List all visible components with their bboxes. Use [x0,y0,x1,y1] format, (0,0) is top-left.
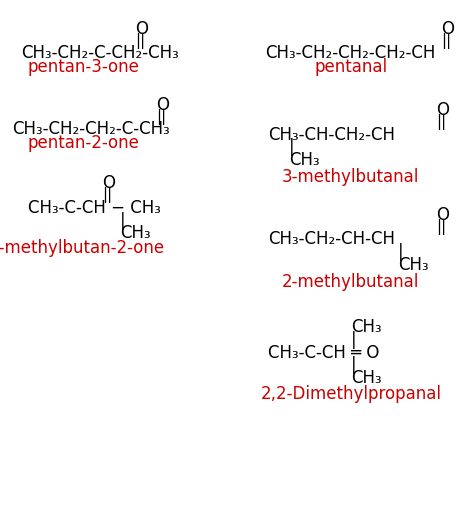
Text: pentan-3-one: pentan-3-one [27,58,139,76]
Text: 3-methylbutan-2-one: 3-methylbutan-2-one [0,239,165,257]
Text: ||: || [156,109,167,125]
Text: CH₃-C-CH ═ O: CH₃-C-CH ═ O [268,344,379,362]
Text: CH₃-CH₂-C-CH₂-CH₃: CH₃-CH₂-C-CH₂-CH₃ [21,45,179,62]
Text: 2-methylbutanal: 2-methylbutanal [282,273,419,291]
Text: O: O [436,206,449,224]
Text: ||: || [436,114,447,130]
Text: pentanal: pentanal [314,58,387,76]
Text: |: | [120,212,126,230]
Text: CH₃-CH-CH₂-CH: CH₃-CH-CH₂-CH [268,126,395,144]
Text: O: O [436,101,449,119]
Text: CH₃: CH₃ [289,151,320,169]
Text: CH₃-CH₂-CH₂-C-CH₃: CH₃-CH₂-CH₂-C-CH₃ [12,120,170,138]
Text: CH₃: CH₃ [351,369,382,387]
Text: 3-methylbutanal: 3-methylbutanal [282,168,419,186]
Text: |: | [351,331,356,349]
Text: CH₃-CH₂-CH₂-CH₂-CH: CH₃-CH₂-CH₂-CH₂-CH [265,45,436,62]
Text: 2,2-Dimethylpropanal: 2,2-Dimethylpropanal [260,385,441,403]
Text: ||: || [135,33,146,49]
Text: |: | [398,243,404,261]
Text: O: O [135,20,148,38]
Text: |: | [289,138,295,156]
Text: CH₃: CH₃ [351,319,382,336]
Text: ||: || [441,33,451,49]
Text: O: O [441,20,454,38]
Text: pentan-2-one: pentan-2-one [27,134,139,151]
Text: ||: || [102,188,112,203]
Text: CH₃-CH₂-CH-CH: CH₃-CH₂-CH-CH [268,231,395,248]
Text: CH₃: CH₃ [120,224,151,242]
Text: O: O [102,174,115,192]
Text: CH₃-C-CH − CH₃: CH₃-C-CH − CH₃ [28,199,161,217]
Text: ||: || [436,219,447,235]
Text: |: | [351,356,356,374]
Text: CH₃: CH₃ [398,256,429,274]
Text: O: O [156,96,169,114]
